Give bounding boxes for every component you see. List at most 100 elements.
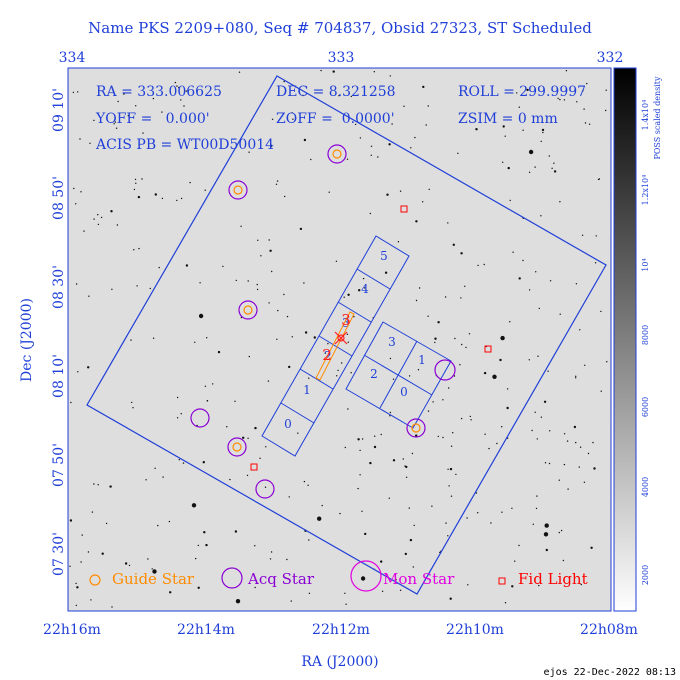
hrc-label: 2 bbox=[322, 346, 332, 364]
background-star bbox=[506, 406, 509, 410]
background-star bbox=[575, 283, 578, 285]
background-star bbox=[83, 230, 85, 232]
background-star bbox=[202, 461, 205, 464]
background-star bbox=[358, 289, 361, 292]
background-star bbox=[100, 216, 103, 219]
background-star bbox=[502, 125, 505, 128]
background-star bbox=[197, 544, 199, 547]
background-star bbox=[448, 485, 450, 487]
background-star bbox=[81, 534, 83, 536]
target-marker bbox=[334, 331, 348, 345]
dec-value: DEC = 8.321258 bbox=[276, 84, 396, 100]
background-star bbox=[75, 283, 78, 285]
background-star bbox=[549, 430, 551, 432]
zsim-value: ZSIM = 0 mm bbox=[458, 111, 558, 127]
chip-label: 5 bbox=[380, 249, 388, 263]
background-star bbox=[336, 375, 338, 377]
background-star bbox=[528, 171, 531, 173]
background-star bbox=[578, 466, 580, 468]
ra-value: RA = 333.006625 bbox=[96, 84, 222, 100]
acq-star-marker bbox=[327, 144, 347, 164]
background-star bbox=[307, 484, 309, 486]
background-star bbox=[69, 565, 71, 567]
background-star bbox=[332, 70, 335, 73]
background-star bbox=[405, 476, 408, 478]
background-star bbox=[544, 462, 547, 464]
top-tick-label: 334 bbox=[59, 50, 86, 66]
chip-label: 0 bbox=[400, 385, 408, 399]
background-star bbox=[257, 239, 259, 241]
background-star bbox=[324, 352, 326, 354]
background-star bbox=[442, 399, 444, 401]
bottom-tick-label: 22h10m bbox=[446, 622, 504, 638]
background-star bbox=[350, 372, 352, 374]
background-star bbox=[256, 283, 258, 286]
background-star bbox=[605, 89, 607, 91]
background-star bbox=[373, 445, 377, 449]
background-star bbox=[403, 105, 405, 108]
background-star bbox=[347, 293, 350, 296]
background-star bbox=[152, 337, 155, 339]
background-star bbox=[460, 252, 463, 255]
background-star bbox=[518, 106, 520, 108]
background-star bbox=[483, 371, 487, 375]
background-star bbox=[242, 436, 245, 439]
background-star bbox=[283, 80, 285, 83]
background-star bbox=[93, 119, 95, 122]
background-star bbox=[563, 433, 566, 435]
colorbar-tick-label: 6000 bbox=[641, 397, 650, 417]
background-star bbox=[194, 341, 196, 343]
background-star bbox=[590, 546, 593, 549]
acis-value: ACIS PB = WT00D50014 bbox=[95, 137, 274, 153]
background-star bbox=[551, 167, 553, 169]
colorbar-tick-label: 1.2x10⁴ bbox=[641, 175, 650, 206]
background-star bbox=[195, 557, 197, 560]
background-star bbox=[509, 321, 511, 323]
yoff-value: YOFF = 0.000' bbox=[95, 111, 210, 127]
field-box bbox=[86, 75, 607, 595]
background-star bbox=[157, 524, 159, 527]
background-star bbox=[470, 419, 472, 421]
background-star bbox=[431, 505, 433, 507]
chip-label: 1 bbox=[303, 383, 311, 397]
background-star bbox=[269, 558, 272, 560]
background-star bbox=[87, 551, 90, 553]
background-star bbox=[97, 223, 100, 226]
legend-acq-label: Acq Star bbox=[247, 570, 315, 588]
background-star bbox=[276, 180, 279, 182]
background-star bbox=[124, 562, 128, 565]
left-tick-label: 08 10' bbox=[51, 354, 67, 398]
background-star bbox=[238, 71, 241, 73]
background-star bbox=[97, 214, 99, 216]
background-star bbox=[434, 337, 437, 340]
background-star bbox=[531, 429, 533, 432]
guide-star-marker bbox=[232, 442, 242, 452]
background-star bbox=[562, 559, 565, 562]
background-star bbox=[111, 606, 113, 608]
background-star bbox=[509, 199, 511, 202]
background-star bbox=[427, 315, 429, 317]
background-star bbox=[537, 355, 539, 357]
background-star bbox=[592, 441, 594, 444]
background-star bbox=[483, 263, 485, 266]
background-star bbox=[600, 390, 602, 392]
background-star bbox=[428, 188, 430, 191]
background-star bbox=[341, 362, 343, 364]
background-star bbox=[69, 519, 73, 522]
background-star bbox=[583, 108, 585, 110]
background-star bbox=[145, 479, 147, 481]
background-star bbox=[304, 331, 308, 334]
background-star bbox=[77, 371, 79, 373]
background-star bbox=[133, 188, 136, 191]
background-star bbox=[541, 128, 545, 132]
left-tick-label: 08 50' bbox=[51, 176, 67, 220]
background-star bbox=[593, 467, 596, 470]
background-star bbox=[415, 299, 418, 302]
left-tick-label: 08 30' bbox=[51, 265, 67, 309]
background-star bbox=[337, 369, 339, 372]
background-star bbox=[499, 358, 502, 362]
chip-label: 4 bbox=[361, 282, 369, 296]
colorbar bbox=[613, 67, 637, 612]
background-star bbox=[434, 341, 436, 344]
background-star bbox=[89, 142, 91, 144]
